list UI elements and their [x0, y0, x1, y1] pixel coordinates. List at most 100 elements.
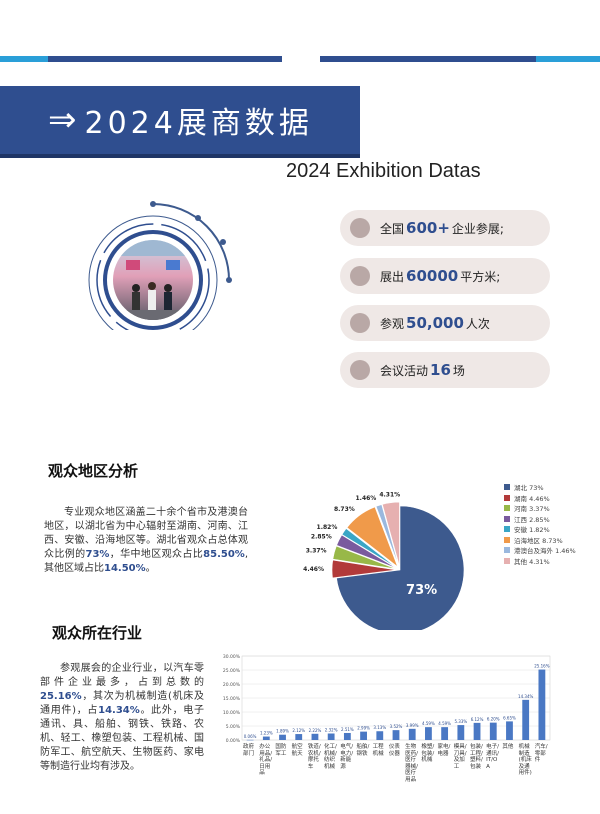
y-tick-label: 20.00% [223, 682, 241, 688]
middle-ring [96, 223, 210, 330]
bar-9 [392, 730, 400, 740]
bar-2 [279, 734, 286, 740]
bar-value-label-2: 1.89% [276, 729, 289, 734]
pie-slice-6 [375, 504, 400, 567]
bar-value-label-3: 2.12% [292, 728, 305, 733]
bar-value-label-9: 3.52% [390, 724, 403, 729]
pie-slice-4 [341, 528, 397, 568]
bar-1 [262, 736, 270, 740]
legend-label: 港澳台及海外 1.46% [514, 547, 576, 555]
y-tick-label: 0.00% [226, 738, 241, 744]
inner-ring [103, 230, 203, 330]
legend-label: 湖南 4.46% [514, 494, 550, 503]
legend-item-3: 江西 2.85% [504, 514, 550, 524]
category-label-11: 橡塑/包装/机械 [421, 744, 435, 763]
bar-value-label-16: 6.65% [503, 715, 516, 720]
category-label-10: 生物医药/医疗器械/医疗用品 [405, 744, 418, 783]
legend-label: 河南 3.37% [514, 505, 550, 513]
legend-swatch [504, 547, 510, 553]
legend-label: 江西 2.85% [514, 515, 550, 524]
category-label-14: 包装/工程/塑料/包装 [469, 744, 483, 770]
bar-7 [360, 731, 367, 740]
bar-value-label-8: 3.13% [373, 725, 386, 730]
stat-pill-area: 展出 60000 平方米; [340, 258, 550, 294]
bar-value-label-17: 14.34% [518, 694, 533, 699]
bar-14 [473, 722, 481, 740]
stat-pill-visitors: 参观 50,000 人次 [340, 305, 550, 341]
category-label-0: 政府部门 [243, 744, 255, 757]
category-label-15: 电子/通讯/IT/OA [486, 744, 500, 770]
pie-label-1: 4.46% [303, 566, 324, 573]
industry-heading: 观众所在行业 [52, 624, 143, 642]
category-label-9: 仪表仪器 [388, 744, 400, 757]
bullet-dot-icon [350, 218, 370, 238]
stat-pill-events: 会议活动 16 场 [340, 352, 550, 388]
category-label-17: 机械制造(机床及通用件) [518, 744, 532, 776]
y-tick-label: 5.00% [226, 724, 241, 730]
legend-label: 安徽 1.82% [514, 526, 550, 534]
bar-value-label-14: 6.12% [471, 717, 484, 722]
bar-13 [457, 725, 465, 740]
category-label-16: 其他 [502, 744, 514, 750]
bar-value-label-13: 5.33% [454, 719, 467, 724]
pie-label-3: 2.85% [311, 534, 332, 541]
y-tick-label: 30.00% [223, 654, 241, 660]
category-label-18: 汽车/零部件 [534, 744, 548, 763]
pie-slice-3 [336, 534, 397, 569]
legend-item-1: 湖南 4.46% [504, 493, 550, 503]
region-pie-chart: 73% 4.46% 3.37% 2.85% 1.82% 8.73%1.46% 4.31% [303, 492, 465, 630]
category-label-2: 国防军工 [275, 744, 287, 757]
bar-value-label-12: 4.59% [438, 721, 451, 726]
exhibition-photo [113, 240, 193, 320]
legend-label: 湖北 73% [514, 484, 544, 492]
category-label-1: 办公用品/礼品/日用品 [259, 744, 273, 776]
industry-paragraph: 参观展会的企业行业，以汽车零部件企业最多，占到总数的25.16%，其次为机械制造… [40, 663, 204, 772]
legend-swatch [504, 526, 510, 532]
category-label-4: 铁道/农机/摩托车 [307, 744, 321, 770]
bar-value-label-1: 1.23% [260, 731, 273, 736]
outer-arc [152, 203, 230, 281]
bar-0 [246, 739, 254, 741]
region-paragraph: 专业观众地区涵盖二十余个省市及港澳台地区，以湖北省为中心辐射至湖南、河南、江西、… [44, 507, 249, 574]
bar-12 [441, 727, 449, 740]
bar-5 [327, 733, 335, 740]
pie-label-4: 1.82% [317, 524, 338, 531]
legend-swatch [504, 515, 510, 522]
bar-3 [295, 734, 303, 740]
y-tick-label: 25.00% [223, 668, 241, 674]
pie-slice-5 [346, 506, 399, 568]
arrow-icon: ⇒ [48, 100, 77, 140]
bar-value-label-0: 0.06% [244, 734, 257, 739]
top-stripe-right [320, 56, 536, 62]
top-stripe-end [536, 56, 600, 62]
legend-swatch [504, 494, 510, 501]
industry-bar-chart: 0.00% 5.00% 10.00% 15.00% 20.00% 25.00% 30.00%… [223, 654, 551, 744]
legend-label: 其他 4.31% [514, 557, 550, 566]
bar-value-label-10: 3.99% [406, 723, 419, 728]
pie-slice-2 [332, 545, 397, 570]
bar-value-label-11: 4.59% [422, 721, 435, 726]
bar-10 [408, 728, 416, 740]
top-stripe-mid [48, 56, 282, 62]
legend-swatch [504, 505, 510, 511]
region-heading: 观众地区分析 [48, 462, 139, 480]
category-label-6: 电气/电力/新能源 [340, 744, 354, 770]
legend-swatch [504, 536, 510, 543]
pie-label-2: 3.37% [306, 547, 327, 554]
pie-label-7: 4.31% [379, 492, 400, 499]
bar-8 [376, 731, 384, 740]
bar-value-label-4: 2.22% [309, 728, 322, 733]
page-title: 2024展商数据 [84, 106, 313, 141]
circle-decoration [88, 201, 232, 330]
bar-value-label-6: 2.51% [341, 727, 354, 732]
legend-item-7: 其他 4.31% [504, 556, 550, 566]
legend-swatch [504, 557, 510, 564]
legend-item-0: 湖北 73% [504, 482, 544, 492]
y-tick-label: 15.00% [223, 696, 241, 702]
bullet-dot-icon [350, 360, 370, 380]
category-label-13: 模具/刀具/及加工 [453, 744, 467, 770]
pie-label-6: 1.46% [356, 495, 377, 502]
legend-item-4: 安徽 1.82% [504, 524, 550, 534]
pie-label-5: 8.73% [334, 506, 355, 513]
category-label-5: 化工/机械/纺织机械 [324, 744, 337, 770]
